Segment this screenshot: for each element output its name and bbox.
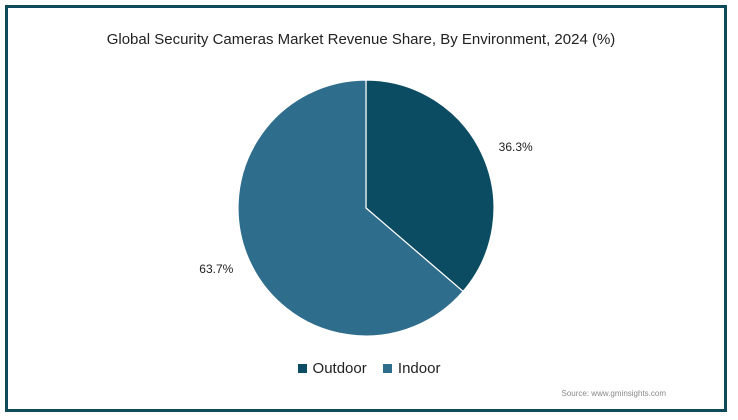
slice-label-outdoor: 36.3% (499, 140, 533, 154)
legend: Outdoor Indoor (0, 360, 738, 377)
pie-slice-outdoor (365, 79, 495, 293)
source-note: Source: www.gminsights.com (561, 389, 666, 398)
legend-swatch-outdoor (297, 364, 307, 373)
legend-label-outdoor: Outdoor (312, 360, 367, 377)
legend-label-indoor: Indoor (397, 360, 441, 377)
chart-title: Global Security Cameras Market Revenue S… (106, 31, 616, 48)
legend-item-indoor: Indoor (382, 360, 441, 377)
legend-item-outdoor: Outdoor (297, 360, 367, 377)
pie-slice-indoor (237, 79, 464, 337)
legend-swatch-indoor (382, 364, 392, 373)
slice-label-indoor: 63.7% (199, 262, 233, 276)
